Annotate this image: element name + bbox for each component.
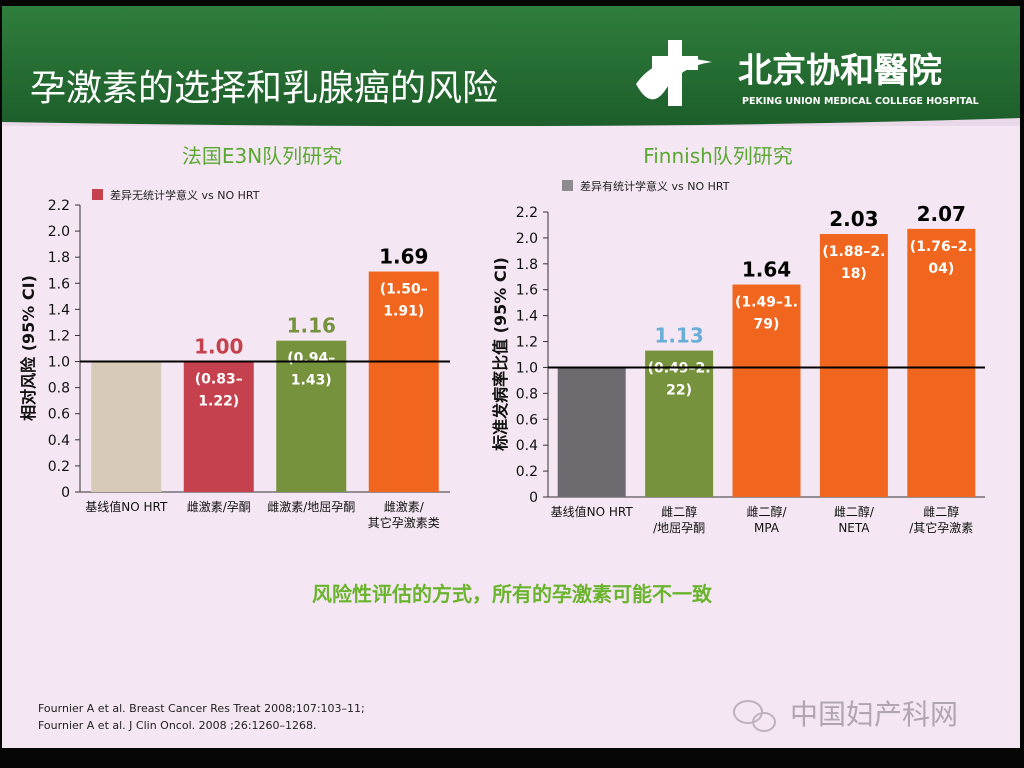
y-tick-label: 1.8 bbox=[516, 257, 538, 273]
watermark-icon bbox=[752, 712, 776, 732]
watermark-icon bbox=[733, 700, 763, 724]
y-tick-label: 1.2 bbox=[516, 335, 538, 351]
y-tick-label: 1.8 bbox=[48, 250, 70, 266]
bar bbox=[276, 340, 347, 492]
x-tick-label: 雌二醇/MPA bbox=[746, 504, 787, 535]
bar bbox=[557, 367, 626, 497]
y-tick-label: 0.2 bbox=[48, 459, 70, 475]
y-tick-label: 1.0 bbox=[516, 360, 538, 376]
y-tick-label: 2.0 bbox=[48, 224, 70, 240]
chart-title: Finnish队列研究 bbox=[643, 144, 793, 168]
y-tick-label: 0.8 bbox=[516, 386, 538, 402]
ci-label: (0.83– 1.22) bbox=[195, 372, 243, 410]
logo-text: 北京协和醫院 bbox=[738, 51, 942, 91]
x-tick-label: 雌二醇/NETA bbox=[834, 504, 875, 535]
x-tick-label: 雌激素/地屈孕酮 bbox=[267, 499, 355, 514]
value-label: 1.00 bbox=[194, 335, 243, 359]
y-tick-label: 1.6 bbox=[48, 276, 70, 292]
value-label: 1.64 bbox=[742, 258, 791, 282]
logo: 北京协和醫院 PEKING UNION MEDICAL COLLEGE HOSP… bbox=[636, 40, 979, 107]
legend-label: 差异有统计学意义 vs NO HRT bbox=[580, 179, 730, 193]
x-tick-label: 雌激素/孕酮 bbox=[187, 499, 251, 514]
slide-title: 孕激素的选择和乳腺癌的风险 bbox=[30, 68, 498, 109]
bar bbox=[183, 361, 254, 492]
x-tick-label: 雌二醇/地屈孕酮 bbox=[653, 504, 705, 535]
ci-label: (1.50– 1.91) bbox=[380, 282, 428, 320]
bar bbox=[368, 271, 439, 492]
bar bbox=[645, 350, 714, 497]
y-tick-label: 2.2 bbox=[516, 205, 538, 221]
y-tick-label: 0 bbox=[529, 490, 538, 506]
chart-title: 法国E3N队列研究 bbox=[182, 144, 342, 168]
header-band bbox=[2, 6, 1020, 126]
bar bbox=[91, 361, 162, 492]
watermark: 中国妇产科网 bbox=[733, 698, 958, 732]
bar bbox=[907, 228, 976, 497]
bar bbox=[732, 284, 801, 497]
reference: Fournier A et al. J Clin Oncol. 2008 ;26… bbox=[38, 719, 317, 732]
y-tick-label: 1.2 bbox=[48, 328, 70, 344]
legend-swatch bbox=[562, 180, 573, 191]
x-tick-label: 雌激素/其它孕激素类 bbox=[368, 499, 440, 530]
y-tick-label: 2.2 bbox=[48, 198, 70, 214]
y-tick-label: 1.4 bbox=[516, 309, 538, 325]
y-tick-label: 0.2 bbox=[516, 464, 538, 480]
x-tick-label: 基线值NO HRT bbox=[551, 504, 634, 519]
value-label: 2.03 bbox=[829, 207, 878, 231]
ci-label: (1.88–2. 18) bbox=[822, 244, 885, 282]
x-tick-label: 基线值NO HRT bbox=[85, 499, 168, 514]
watermark-text: 中国妇产科网 bbox=[790, 698, 958, 731]
reference: Fournier A et al. Breast Cancer Res Trea… bbox=[38, 702, 365, 715]
y-tick-label: 1.0 bbox=[48, 355, 70, 371]
value-label: 1.13 bbox=[654, 324, 703, 348]
y-tick-label: 0.4 bbox=[516, 438, 538, 454]
legend-label: 差异无统计学意义 vs NO HRT bbox=[110, 188, 260, 202]
y-axis-label: 标准发病率比值 (95% CI) bbox=[491, 257, 510, 452]
ci-label: (1.76–2. 04) bbox=[910, 239, 973, 277]
conclusion: 风险性评估的方式，所有的孕激素可能不一致 bbox=[312, 582, 713, 606]
y-tick-label: 1.6 bbox=[516, 283, 538, 299]
y-tick-label: 0.6 bbox=[516, 412, 538, 428]
value-label: 2.07 bbox=[917, 202, 966, 226]
legend-swatch bbox=[92, 189, 103, 200]
ci-label: (0.94– 1.43) bbox=[287, 351, 335, 389]
value-label: 1.69 bbox=[379, 245, 428, 269]
logo-subtitle: PEKING UNION MEDICAL COLLEGE HOSPITAL bbox=[742, 96, 979, 107]
y-tick-label: 2.0 bbox=[516, 231, 538, 247]
y-tick-label: 0.6 bbox=[48, 407, 70, 423]
y-tick-label: 0.8 bbox=[48, 381, 70, 397]
x-tick-label: 雌二醇/其它孕激素 bbox=[909, 504, 973, 535]
y-axis-label: 相对风险 (95% CI) bbox=[19, 275, 38, 421]
bar bbox=[819, 234, 888, 498]
logo-bird bbox=[636, 58, 712, 100]
ci-label: (1.49–1. 79) bbox=[735, 295, 798, 333]
value-label: 1.16 bbox=[287, 314, 336, 338]
y-tick-label: 0 bbox=[61, 485, 70, 501]
ci-label: (0.49–2. 22) bbox=[648, 361, 711, 399]
y-tick-label: 0.4 bbox=[48, 433, 70, 449]
y-tick-label: 1.4 bbox=[48, 302, 70, 318]
header-curve bbox=[2, 118, 1020, 127]
